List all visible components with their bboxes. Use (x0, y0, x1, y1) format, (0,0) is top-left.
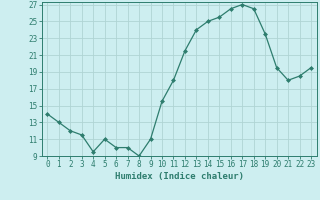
X-axis label: Humidex (Indice chaleur): Humidex (Indice chaleur) (115, 172, 244, 181)
